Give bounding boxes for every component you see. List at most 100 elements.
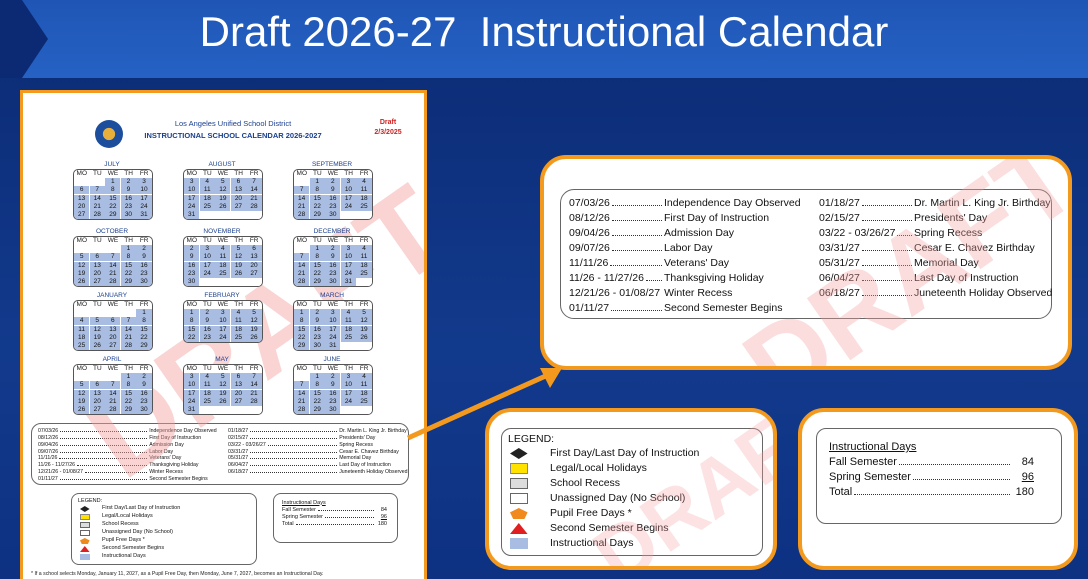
day: 25 — [356, 397, 372, 406]
holiday-date: 08/12/26 — [569, 211, 610, 224]
weekday: MO — [76, 237, 88, 244]
week-row: 18 19 20 21 22 — [74, 333, 152, 342]
weekday: TH — [344, 365, 353, 372]
day: 26 — [356, 333, 372, 342]
day: 16 — [120, 194, 137, 203]
day: 17 — [325, 325, 341, 334]
day: 27 — [74, 211, 90, 220]
day: 5 — [215, 373, 231, 381]
day — [356, 278, 372, 287]
day: 18 — [74, 333, 90, 342]
holiday-date: 05/31/27 — [228, 455, 249, 462]
holiday-name: Second Semester Begins — [664, 301, 783, 314]
weekday: MO — [296, 170, 308, 177]
day — [215, 211, 231, 220]
day: 18 — [199, 194, 215, 203]
instr-value: 84 — [1021, 456, 1034, 468]
day: 29 — [309, 278, 325, 287]
week-row: 7 8 9 10 11 — [294, 186, 372, 195]
day: 9 — [309, 317, 325, 326]
holiday-row: 03/31/27 Cesar E. Chavez Birthday — [228, 449, 412, 456]
day: 3 — [184, 178, 200, 186]
day: 30 — [184, 278, 200, 287]
day: 23 — [325, 269, 341, 278]
holiday-row: 12/21/26 - 01/08/27 Winter Recess — [569, 286, 811, 301]
weekday: MO — [296, 237, 308, 244]
legend-item: Second Semester Begins — [550, 522, 669, 534]
day: 8 — [309, 381, 325, 390]
draft-date: 2/3/2025 — [374, 129, 402, 136]
day: 14 — [246, 381, 262, 390]
day: 11 — [199, 381, 215, 390]
day: 22 — [120, 397, 137, 406]
day: 4 — [199, 373, 215, 381]
week-row: 21 22 23 24 25 — [294, 397, 372, 406]
day: 22 — [120, 269, 137, 278]
day — [294, 178, 310, 186]
holiday-row: 03/22 - 03/26/27 Spring Recess — [819, 226, 1061, 241]
legend-icon — [510, 493, 528, 504]
leader — [611, 234, 662, 236]
weekday: WE — [107, 301, 119, 308]
day: 16 — [325, 261, 341, 270]
day: 29 — [120, 278, 137, 287]
holiday-panel: 07/03/26 Independence Day Observed 08/12/2… — [540, 155, 1072, 370]
day: 31 — [340, 278, 357, 287]
day: 19 — [89, 333, 105, 342]
day: 31 — [184, 211, 200, 220]
holiday-name: Last Day of Instruction — [914, 271, 1019, 284]
legend-item: Legal/Local Holidays — [550, 462, 647, 474]
leader — [267, 444, 338, 446]
weekday: TH — [234, 301, 243, 308]
week-row: 7 8 9 10 11 — [294, 253, 372, 262]
legend-box: LEGEND: First Day/Last Day of Instruction… — [71, 493, 257, 565]
day: 18 — [215, 261, 231, 270]
holiday-date: 12/21/26 - 01/08/27 — [569, 286, 661, 299]
day: 18 — [340, 325, 357, 334]
holiday-row: 05/31/27 Memorial Day — [819, 256, 1061, 271]
day: 27 — [89, 278, 105, 287]
day: 1 — [309, 178, 325, 186]
week-row: 28 29 30 — [294, 406, 372, 415]
legend-item: Legal/Local Holidays — [102, 513, 153, 519]
day: 4 — [199, 178, 215, 186]
day: 18 — [356, 194, 372, 203]
day: 1 — [309, 245, 325, 253]
legend-item: School Recess — [550, 477, 621, 489]
day — [230, 278, 247, 287]
leader — [77, 465, 148, 467]
holiday-row: 06/18/27 Juneteenth Holiday Observed — [228, 469, 412, 476]
day: 23 — [325, 202, 341, 211]
day: 10 — [340, 253, 357, 262]
month-grid: MO TU WE TH FR 2 3 4 5 6 9 10 11 12 13 16 17 18 19 20 23 24 25… — [183, 236, 263, 288]
weekday-row: MO TU WE TH FR — [184, 170, 262, 178]
holiday-name: Second Semester Begins — [149, 475, 208, 482]
district-logo — [95, 120, 123, 148]
legend-item: Second Semester Begins — [102, 545, 165, 551]
legend-item: Instructional Days — [102, 553, 146, 559]
day: 13 — [74, 194, 90, 203]
week-row: 28 29 30 — [294, 211, 372, 220]
legend-item: Unassigned Day (No School) — [102, 529, 173, 535]
weekday: MO — [186, 170, 198, 177]
day: 19 — [246, 325, 262, 334]
day: 14 — [294, 389, 310, 398]
weekday: TU — [93, 237, 102, 244]
legend-title: LEGEND: — [508, 433, 555, 445]
holiday-row: 12/21/26 - 01/08/27 Winter Recess — [38, 469, 222, 476]
weekday: FR — [249, 301, 259, 308]
day: 9 — [120, 186, 137, 195]
day: 17 — [340, 389, 357, 398]
holiday-row: 05/31/27 Memorial Day — [228, 455, 412, 462]
leader — [898, 464, 1010, 465]
holiday-name: Spring Recess — [339, 441, 373, 448]
weekday: TU — [93, 365, 102, 372]
day — [89, 245, 105, 253]
weekday-row: MO TU WE TH FR — [294, 365, 372, 373]
day: 7 — [105, 381, 121, 390]
day: 6 — [89, 381, 105, 390]
day: 29 — [105, 211, 121, 220]
calendar-document: Los Angeles Unified School District INST… — [20, 90, 427, 579]
footnote: * If a school selects Monday, January 11… — [31, 571, 324, 577]
